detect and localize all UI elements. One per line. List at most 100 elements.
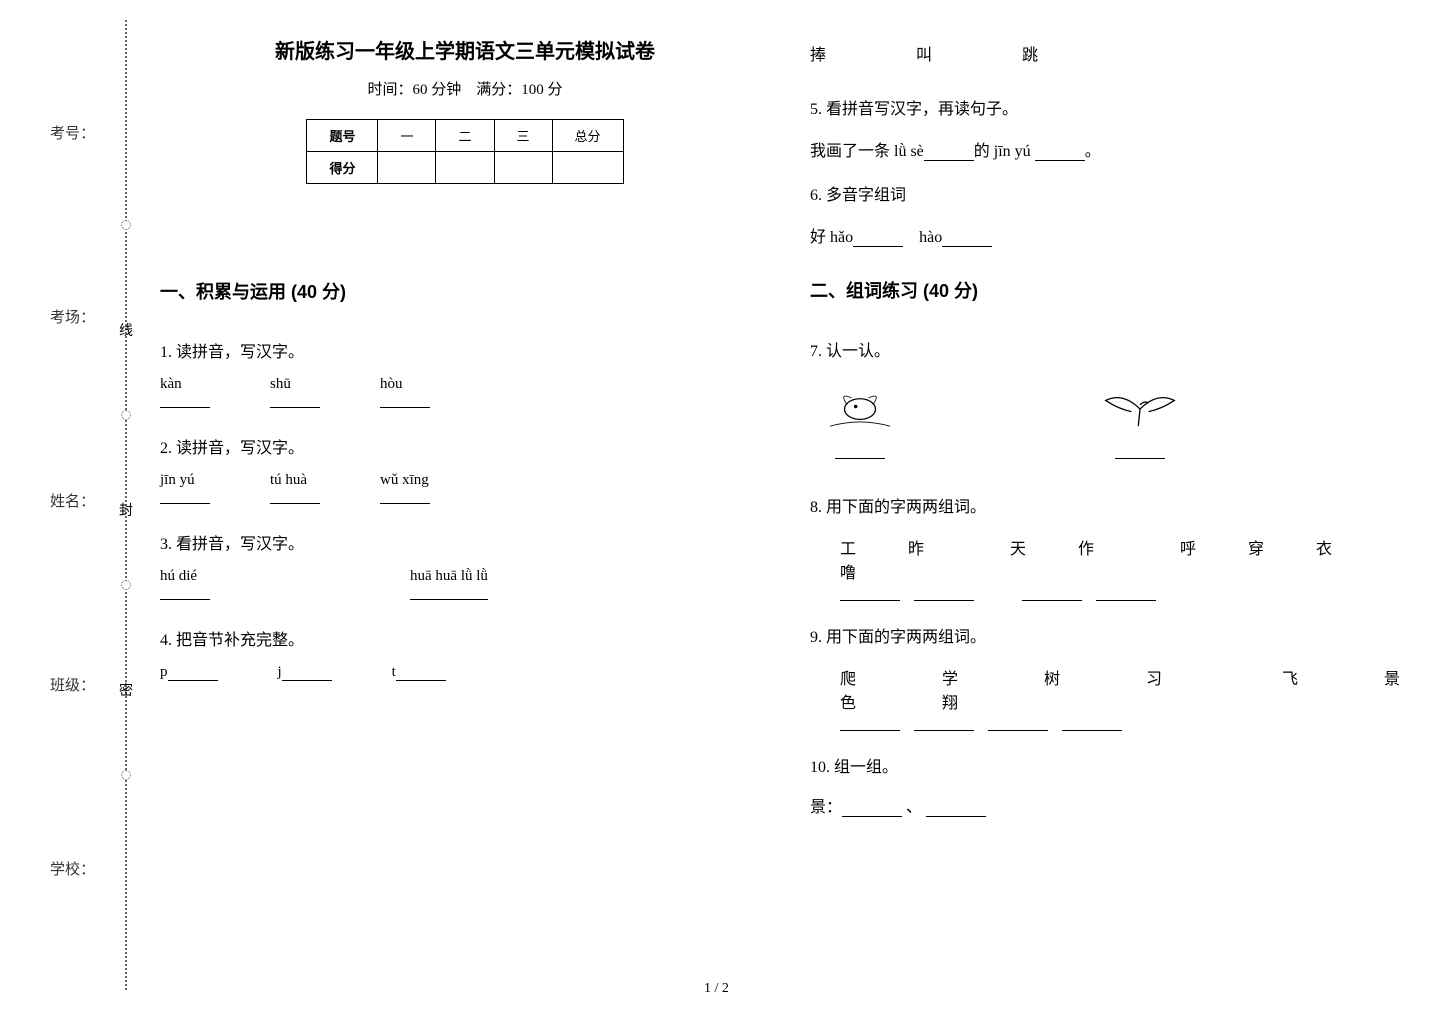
th-2: 二 — [436, 120, 494, 152]
binding-labels: 考号： 考场： 姓名： 班级： 学校： — [50, 40, 70, 960]
dashed-word: 密 — [119, 680, 133, 700]
hanzi: 叫 — [916, 41, 932, 65]
td-blank — [378, 152, 436, 184]
prefix-item: j — [278, 664, 332, 681]
th-1: 一 — [378, 120, 436, 152]
q7-text: 7. 认一认。 — [810, 337, 1420, 361]
eagle-icon — [1090, 379, 1190, 439]
q6-text: 6. 多音字组词 — [810, 181, 1420, 205]
page-number: 1 / 2 — [0, 981, 1433, 997]
q7-images — [810, 379, 1420, 459]
answer-blank — [270, 489, 320, 504]
q10-line: 景： 、 — [810, 793, 1420, 817]
score-table: 题号 一 二 三 总分 得分 — [306, 119, 623, 184]
pinyin: wǔ xīng — [380, 472, 430, 489]
answer-blank — [396, 666, 446, 681]
answer-blank — [942, 231, 992, 247]
pinyin-item: shū — [270, 376, 320, 408]
q5-part-b: 的 jīn yú — [974, 143, 1031, 160]
table-row: 题号 一 二 三 总分 — [307, 120, 623, 152]
label-kaochang: 考场： — [50, 306, 70, 327]
q9-chars: 爬 学 树 习 飞 景 色 翔 — [840, 665, 1420, 713]
section1-title: 一、积累与运用 (40 分) — [160, 278, 770, 304]
answer-blank — [160, 585, 210, 600]
answer-blank — [160, 489, 210, 504]
th-tihao: 题号 — [307, 120, 378, 152]
answer-blank — [380, 393, 430, 408]
q10-label: 景： — [810, 799, 842, 816]
binding-circle — [121, 580, 131, 590]
q6-line: 好 hǎo hào — [810, 223, 1420, 247]
td-blank — [552, 152, 623, 184]
pinyin: kàn — [160, 376, 210, 393]
column-left: 新版练习一年级上学期语文三单元模拟试卷 时间：60 分钟 满分：100 分 题号… — [160, 35, 770, 985]
q8-chars: 工 昨 天 作 呼 穿 衣 噜 — [840, 535, 1420, 583]
image-placeholder-eagle — [1090, 379, 1190, 459]
prefix-item: p — [160, 664, 218, 681]
answer-blank — [380, 489, 430, 504]
answer-blank — [1062, 715, 1122, 731]
q6-b: hào — [919, 229, 942, 246]
answer-blank — [988, 715, 1048, 731]
pinyin: huā huā lǜ lǜ — [410, 568, 488, 585]
td-blank — [436, 152, 494, 184]
pinyin: jīn yú — [160, 472, 210, 489]
q2-items: jīn yú tú huà wǔ xīng — [160, 472, 770, 504]
answer-blank — [853, 231, 903, 247]
th-3: 三 — [494, 120, 552, 152]
page-title: 新版练习一年级上学期语文三单元模拟试卷 — [160, 35, 770, 64]
bee-icon — [815, 379, 905, 439]
q5-part-a: 我画了一条 lǜ sè — [810, 143, 924, 160]
answer-blank — [410, 585, 488, 600]
answer-blank — [1115, 445, 1165, 459]
hanzi: 跳 — [1022, 41, 1038, 65]
binding-dotted-line: 线 封 密 — [125, 20, 127, 990]
prefix: p — [160, 664, 168, 680]
td-defen: 得分 — [307, 152, 378, 184]
pinyin: shū — [270, 376, 320, 393]
answer-blank — [835, 445, 885, 459]
q5-part-c: 。 — [1085, 143, 1101, 160]
th-total: 总分 — [552, 120, 623, 152]
q8-blanks — [840, 585, 1420, 601]
pinyin-item: tú huà — [270, 472, 320, 504]
dashed-word: 线 — [119, 320, 133, 340]
answer-blank — [1022, 585, 1082, 601]
pinyin-item: jīn yú — [160, 472, 210, 504]
pinyin: tú huà — [270, 472, 320, 489]
q4-chars: 捧 叫 跳 — [810, 41, 1420, 65]
answer-blank — [168, 666, 218, 681]
content-area: 新版练习一年级上学期语文三单元模拟试卷 时间：60 分钟 满分：100 分 题号… — [160, 35, 1420, 985]
label-xuexiao: 学校： — [50, 858, 70, 879]
q3-text: 3. 看拼音，写汉字。 — [160, 530, 770, 554]
q3-items: hú dié huā huā lǜ lǜ — [160, 568, 770, 600]
answer-blank — [840, 715, 900, 731]
image-placeholder-bee — [810, 379, 910, 459]
q1-text: 1. 读拼音，写汉字。 — [160, 338, 770, 362]
answer-blank — [840, 585, 900, 601]
prefix-item: t — [392, 664, 446, 681]
q5-text: 5. 看拼音写汉字，再读句子。 — [810, 95, 1420, 119]
pinyin-item: kàn — [160, 376, 210, 408]
q4-text: 4. 把音节补充完整。 — [160, 626, 770, 650]
answer-blank — [926, 801, 986, 817]
q6-a: 好 hǎo — [810, 229, 853, 246]
answer-blank — [914, 715, 974, 731]
answer-blank — [160, 393, 210, 408]
label-kaohao: 考号： — [50, 122, 70, 143]
page-subtitle: 时间：60 分钟 满分：100 分 — [160, 78, 770, 99]
table-row: 得分 — [307, 152, 623, 184]
q1-items: kàn shū hòu — [160, 376, 770, 408]
q4-prefixes: p j t — [160, 664, 770, 681]
spacer — [988, 585, 1008, 601]
q10-text: 10. 组一组。 — [810, 753, 1420, 777]
answer-blank — [1035, 145, 1085, 161]
pinyin: hú dié — [160, 568, 210, 585]
q9-text: 9. 用下面的字两两组词。 — [810, 623, 1420, 647]
q5-sentence: 我画了一条 lǜ sè 的 jīn yú 。 — [810, 137, 1420, 161]
q2-text: 2. 读拼音，写汉字。 — [160, 434, 770, 458]
binding-circle — [121, 770, 131, 780]
pinyin-item: wǔ xīng — [380, 472, 430, 504]
pinyin: hòu — [380, 376, 430, 393]
binding-circle — [121, 220, 131, 230]
